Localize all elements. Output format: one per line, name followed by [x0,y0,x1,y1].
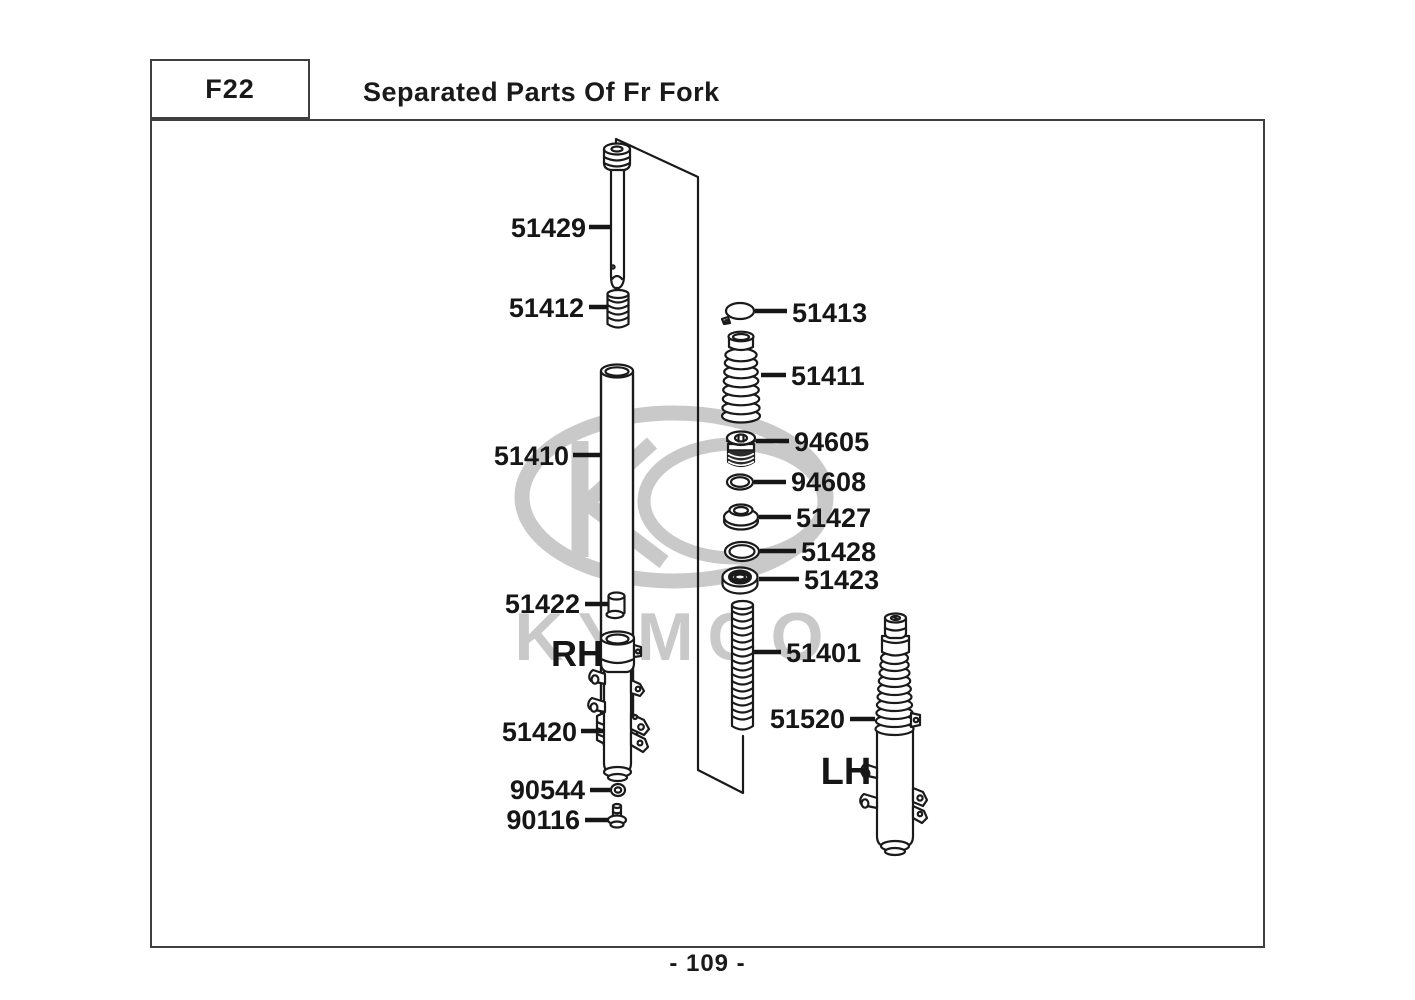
page-number: - 109 - [669,950,746,977]
part-drawing-51422 [605,591,626,620]
part-drawing-51423 [721,566,759,595]
part-drawing-51429 [602,142,632,290]
part-label-94605: 94605 [794,427,869,457]
kymco-watermark-text: KYMCO [514,599,837,675]
part-label-51412: 51412 [509,293,584,323]
panel-outline [614,137,745,795]
part-drawing-51413 [720,301,756,326]
part-label-51411: 51411 [791,361,865,391]
section-code: F22 [205,73,255,104]
part-label-51427: 51427 [796,503,871,533]
leader-lines [573,224,875,823]
page-title: Separated Parts Of Fr Fork [363,77,720,107]
part-label-51428: 51428 [801,537,876,567]
part-label-51429: 51429 [511,213,586,243]
assembly-label-lh: LH [821,751,872,793]
part-drawing-94608 [725,473,755,491]
part-label-51422: 51422 [505,589,580,619]
assembly-label-rh: RH [551,633,603,674]
part-label-51410: 51410 [494,441,569,471]
part-label-51401: 51401 [786,638,861,668]
part-drawing-51401 [730,599,755,731]
part-label-94608: 94608 [791,467,866,497]
kymco-logo-watermark: KYMCO [514,405,837,675]
part-label-90116: 90116 [506,805,580,835]
part-label-51520: 51520 [770,704,845,734]
section-code-box: F22 [150,59,310,119]
part-drawing-94605 [725,430,757,468]
part-label-90544: 90544 [510,775,585,805]
part-drawing-90544 [609,782,627,798]
part-drawing-51412 [606,288,630,329]
part-label-51420: 51420 [502,717,577,747]
diagram-frame [150,119,1265,948]
part-drawing-51411 [720,330,762,424]
part-drawing-51427 [722,503,760,531]
part-drawing-51428 [723,540,761,563]
part-label-51423: 51423 [804,565,879,595]
part-drawing-90116 [606,802,628,829]
part-label-51413: 51413 [792,298,867,328]
part-drawing-51420 [587,630,651,783]
part-labels: 51429 51412 51410 51422 51420 90544 9011… [494,213,879,835]
part-drawing-51520 [859,612,929,857]
